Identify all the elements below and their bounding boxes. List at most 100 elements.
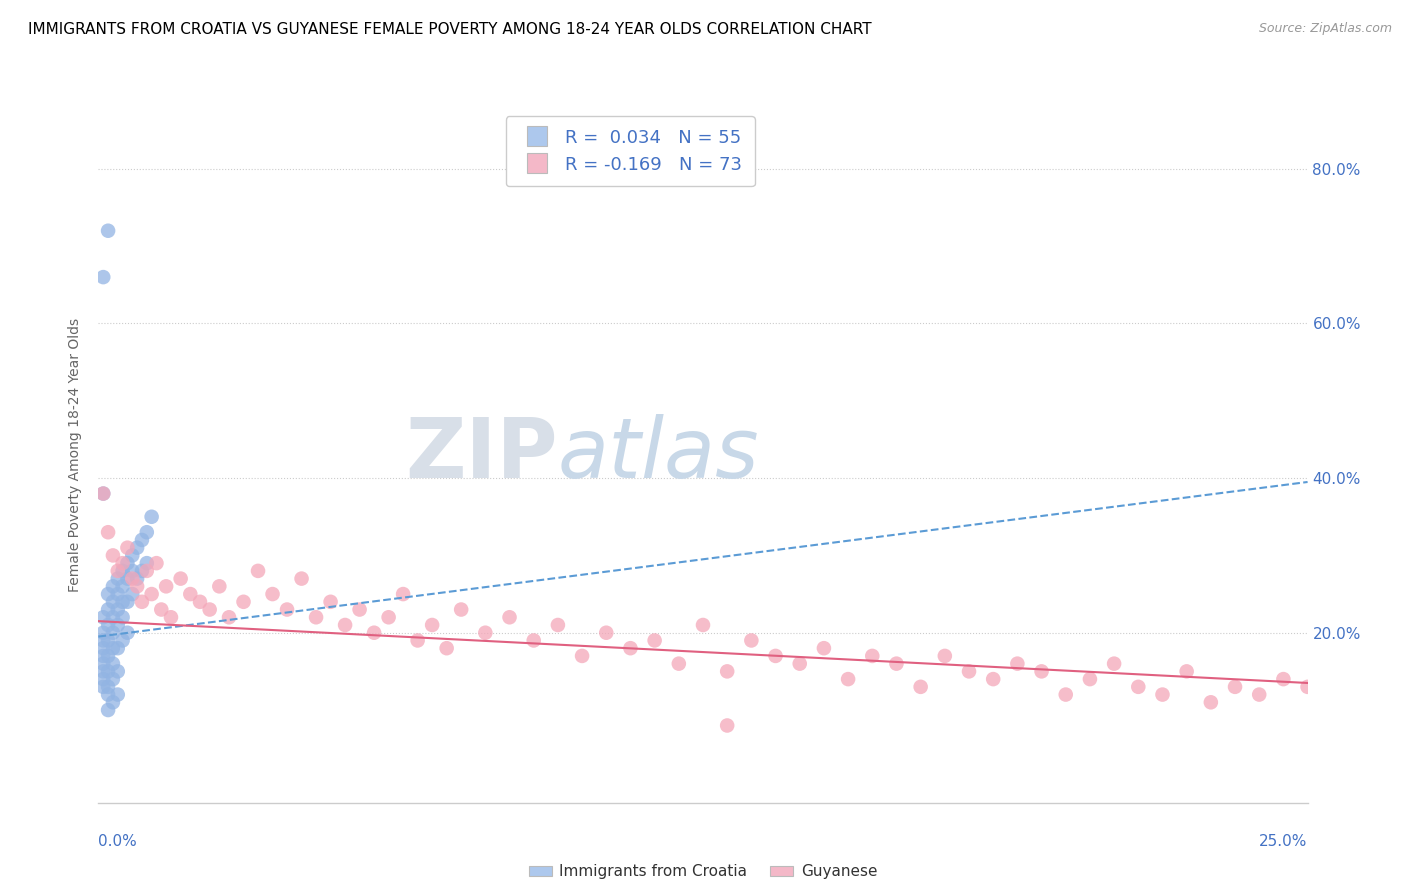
Point [91, 486, 114, 500]
Point [121, 549, 143, 563]
Point [121, 587, 143, 601]
Y-axis label: Female Poverty Among 18-24 Year Olds: Female Poverty Among 18-24 Year Olds [69, 318, 83, 592]
Point [97, 680, 120, 694]
Point [127, 572, 149, 586]
Point [1007, 657, 1029, 671]
Point [392, 587, 415, 601]
Point [179, 587, 201, 601]
Point [101, 657, 124, 671]
Point [101, 695, 124, 709]
Point [91, 672, 114, 686]
Point [111, 633, 134, 648]
Point [595, 625, 617, 640]
Point [523, 633, 546, 648]
Point [450, 602, 472, 616]
Point [547, 618, 569, 632]
Point [107, 564, 129, 578]
Point [107, 602, 129, 616]
Text: 25.0%: 25.0% [1260, 834, 1308, 849]
Point [1031, 665, 1053, 679]
Point [97, 602, 120, 616]
Point [117, 572, 139, 586]
Point [740, 633, 762, 648]
Point [1102, 657, 1125, 671]
Point [97, 618, 120, 632]
Point [150, 602, 173, 616]
Point [107, 572, 129, 586]
Point [117, 541, 139, 555]
Point [1223, 680, 1246, 694]
Point [262, 587, 284, 601]
Point [474, 625, 496, 640]
Point [91, 610, 114, 624]
Text: atlas: atlas [558, 415, 759, 495]
Point [101, 595, 124, 609]
Point [97, 648, 120, 663]
Point [981, 672, 1004, 686]
Point [333, 618, 356, 632]
Point [813, 641, 835, 656]
Point [101, 579, 124, 593]
Point [160, 610, 183, 624]
Point [91, 648, 114, 663]
Point [860, 648, 883, 663]
Point [436, 641, 458, 656]
Point [91, 633, 114, 648]
Point [765, 648, 787, 663]
Point [101, 672, 124, 686]
Point [169, 572, 191, 586]
Point [135, 525, 157, 540]
Point [571, 648, 593, 663]
Point [1249, 688, 1271, 702]
Point [131, 533, 153, 547]
Point [141, 587, 163, 601]
Text: IMMIGRANTS FROM CROATIA VS GUYANESE FEMALE POVERTY AMONG 18-24 YEAR OLDS CORRELA: IMMIGRANTS FROM CROATIA VS GUYANESE FEMA… [28, 22, 872, 37]
Point [420, 618, 443, 632]
Point [131, 595, 153, 609]
Point [127, 541, 149, 555]
Point [716, 718, 738, 732]
Point [218, 610, 240, 624]
Point [188, 595, 211, 609]
Point [121, 564, 143, 578]
Point [91, 641, 114, 656]
Point [716, 665, 738, 679]
Point [1272, 672, 1295, 686]
Point [101, 641, 124, 656]
Point [644, 633, 666, 648]
Legend: Immigrants from Croatia, Guyanese: Immigrants from Croatia, Guyanese [523, 858, 883, 886]
Point [498, 610, 520, 624]
Point [837, 672, 859, 686]
Point [121, 572, 143, 586]
Point [91, 486, 114, 500]
Point [97, 665, 120, 679]
Point [934, 648, 956, 663]
Point [91, 270, 114, 285]
Point [692, 618, 714, 632]
Point [117, 625, 139, 640]
Point [198, 602, 221, 616]
Point [111, 579, 134, 593]
Point [117, 556, 139, 570]
Point [111, 595, 134, 609]
Point [91, 680, 114, 694]
Point [957, 665, 980, 679]
Point [91, 657, 114, 671]
Point [208, 579, 231, 593]
Point [107, 618, 129, 632]
Point [97, 703, 120, 717]
Point [97, 688, 120, 702]
Text: 0.0%: 0.0% [98, 834, 138, 849]
Text: ZIP: ZIP [405, 415, 558, 495]
Point [111, 556, 134, 570]
Point [107, 688, 129, 702]
Point [97, 224, 120, 238]
Point [1054, 688, 1077, 702]
Point [111, 610, 134, 624]
Point [91, 625, 114, 640]
Point [789, 657, 811, 671]
Point [290, 572, 312, 586]
Point [131, 564, 153, 578]
Point [349, 602, 371, 616]
Point [377, 610, 399, 624]
